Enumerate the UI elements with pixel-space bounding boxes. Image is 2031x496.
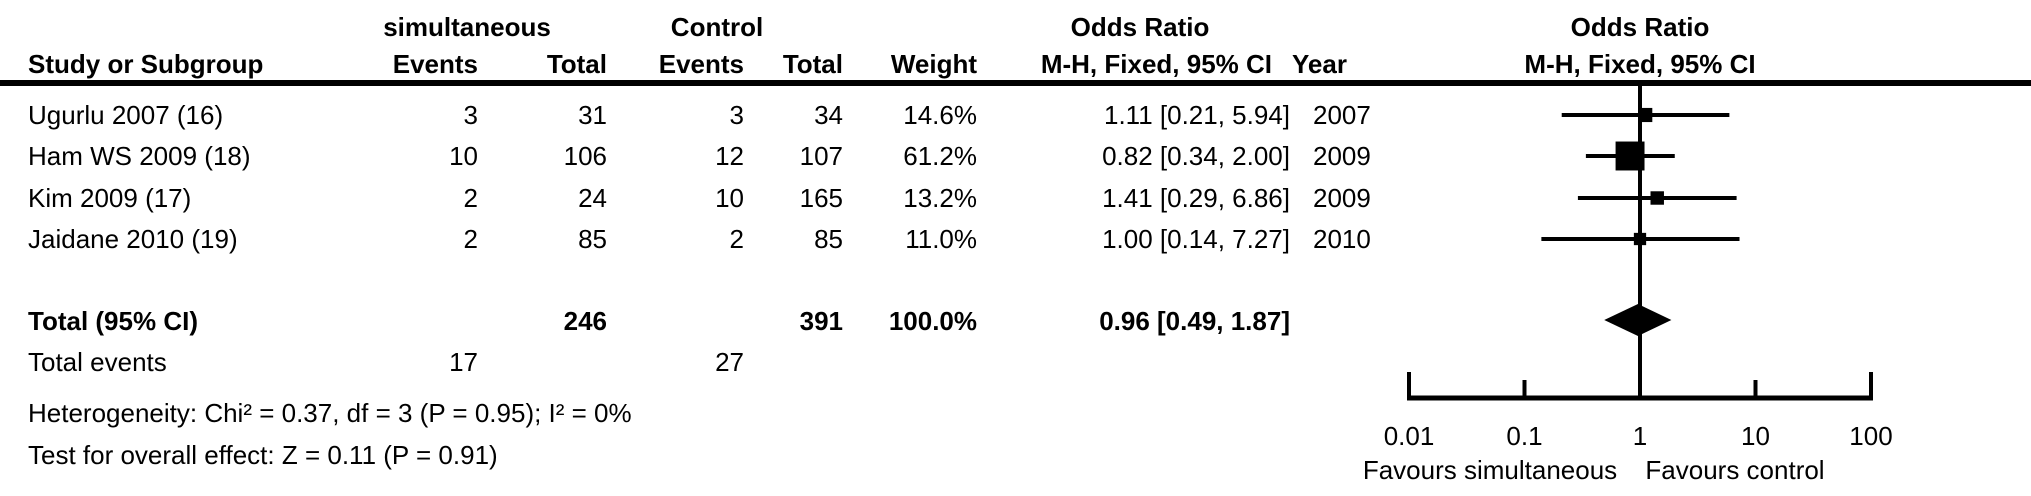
group-header-experimental: simultaneous [383, 12, 551, 42]
overall-effect-text: Test for overall effect: Z = 0.11 (P = 0… [28, 440, 498, 470]
study-name: Kim 2009 (17) [28, 183, 192, 213]
total-events-ctrl: 27 [715, 347, 744, 377]
or-ci-cell: 1.00 [0.14, 7.27] [1102, 224, 1290, 254]
favours-left-label: Favours simultaneous [1362, 455, 1618, 485]
year-cell: 2009 [1313, 141, 1371, 171]
group-header-control: Control [670, 12, 764, 42]
plot-header-mh-ci-right: M-H, Fixed, 95% CI [1524, 49, 1756, 79]
favours-right-label: Favours control [1645, 455, 1825, 485]
study-row: Ugurlu 2007 (16) 3 31 3 34 14.6% 1.11 [0… [0, 98, 2031, 132]
ctrl-total-cell: 107 [799, 141, 843, 171]
axis-tick-label: 10 [1741, 421, 1770, 451]
header-mh-ci-left: M-H, Fixed, 95% CI [1040, 49, 1272, 79]
header-study: Study or Subgroup [28, 49, 264, 79]
header-exp-events: Events [392, 49, 478, 79]
sim-events-cell: 3 [463, 100, 478, 130]
ctrl-total-cell: 165 [799, 183, 843, 213]
header-year: Year [1292, 49, 1347, 79]
ctrl-events-cell: 12 [715, 141, 744, 171]
or-ci-cell: 1.41 [0.29, 6.86] [1102, 183, 1290, 213]
column-header-row: Study or Subgroup Events Total Events To… [0, 47, 2031, 81]
header-exp-total: Total [546, 49, 607, 79]
axis-tick-label: 1 [1632, 421, 1648, 451]
weight-cell: 61.2% [903, 141, 977, 171]
weight-cell: 13.2% [903, 183, 977, 213]
total-events-label: Total events [28, 347, 167, 377]
weight-cell: 11.0% [905, 224, 977, 254]
header-weight: Weight [890, 49, 977, 79]
ctrl-events-cell: 10 [715, 183, 744, 213]
ctrl-total-cell: 34 [814, 100, 843, 130]
total-events-sim: 17 [449, 347, 478, 377]
sim-events-cell: 10 [449, 141, 478, 171]
header-ctrl-total: Total [782, 49, 843, 79]
study-name: Ham WS 2009 (18) [28, 141, 251, 171]
total-sim-total: 246 [563, 306, 607, 336]
total-weight: 100.0% [888, 306, 977, 336]
ctrl-events-cell: 2 [729, 224, 744, 254]
study-row: Ham WS 2009 (18) 10 106 12 107 61.2% 0.8… [0, 139, 2031, 173]
total-ctrl-total: 391 [799, 306, 843, 336]
group-header-row: simultaneous Control Odds Ratio Odds Rat… [0, 10, 2031, 44]
plot-title-odds-ratio-right: Odds Ratio [1570, 12, 1710, 42]
total-events-row: Total events 17 27 [0, 345, 2031, 379]
total-row: Total (95% CI) 246 391 100.0% 0.96 [0.49… [0, 304, 2031, 338]
sim-total-cell: 24 [578, 183, 607, 213]
study-name: Ugurlu 2007 (16) [28, 100, 224, 130]
year-cell: 2009 [1313, 183, 1371, 213]
sim-events-cell: 2 [463, 183, 478, 213]
or-ci-cell: 0.82 [0.34, 2.00] [1102, 141, 1290, 171]
sim-total-cell: 31 [578, 100, 607, 130]
axis-tick-label: 0.1 [1506, 421, 1543, 451]
sim-events-cell: 2 [463, 224, 478, 254]
year-cell: 2007 [1313, 100, 1371, 130]
study-row: Jaidane 2010 (19) 2 85 2 85 11.0% 1.00 [… [0, 222, 2031, 256]
ctrl-total-cell: 85 [814, 224, 843, 254]
axis-tick-label: 0.01 [1383, 421, 1435, 451]
total-or-ci: 0.96 [0.49, 1.87] [1099, 306, 1290, 336]
weight-cell: 14.6% [903, 100, 977, 130]
axis-tick-label: 100 [1849, 421, 1893, 451]
year-cell: 2010 [1313, 224, 1371, 254]
study-row: Kim 2009 (17) 2 24 10 165 13.2% 1.41 [0.… [0, 181, 2031, 215]
header-ctrl-events: Events [658, 49, 744, 79]
sim-total-cell: 85 [578, 224, 607, 254]
heterogeneity-text: Heterogeneity: Chi² = 0.37, df = 3 (P = … [28, 398, 632, 428]
sim-total-cell: 106 [563, 141, 607, 171]
study-name: Jaidane 2010 (19) [28, 224, 238, 254]
ctrl-events-cell: 3 [729, 100, 744, 130]
total-label: Total (95% CI) [28, 306, 198, 336]
column-title-odds-ratio-left: Odds Ratio [1070, 12, 1210, 42]
or-ci-cell: 1.11 [0.21, 5.94] [1104, 100, 1290, 130]
